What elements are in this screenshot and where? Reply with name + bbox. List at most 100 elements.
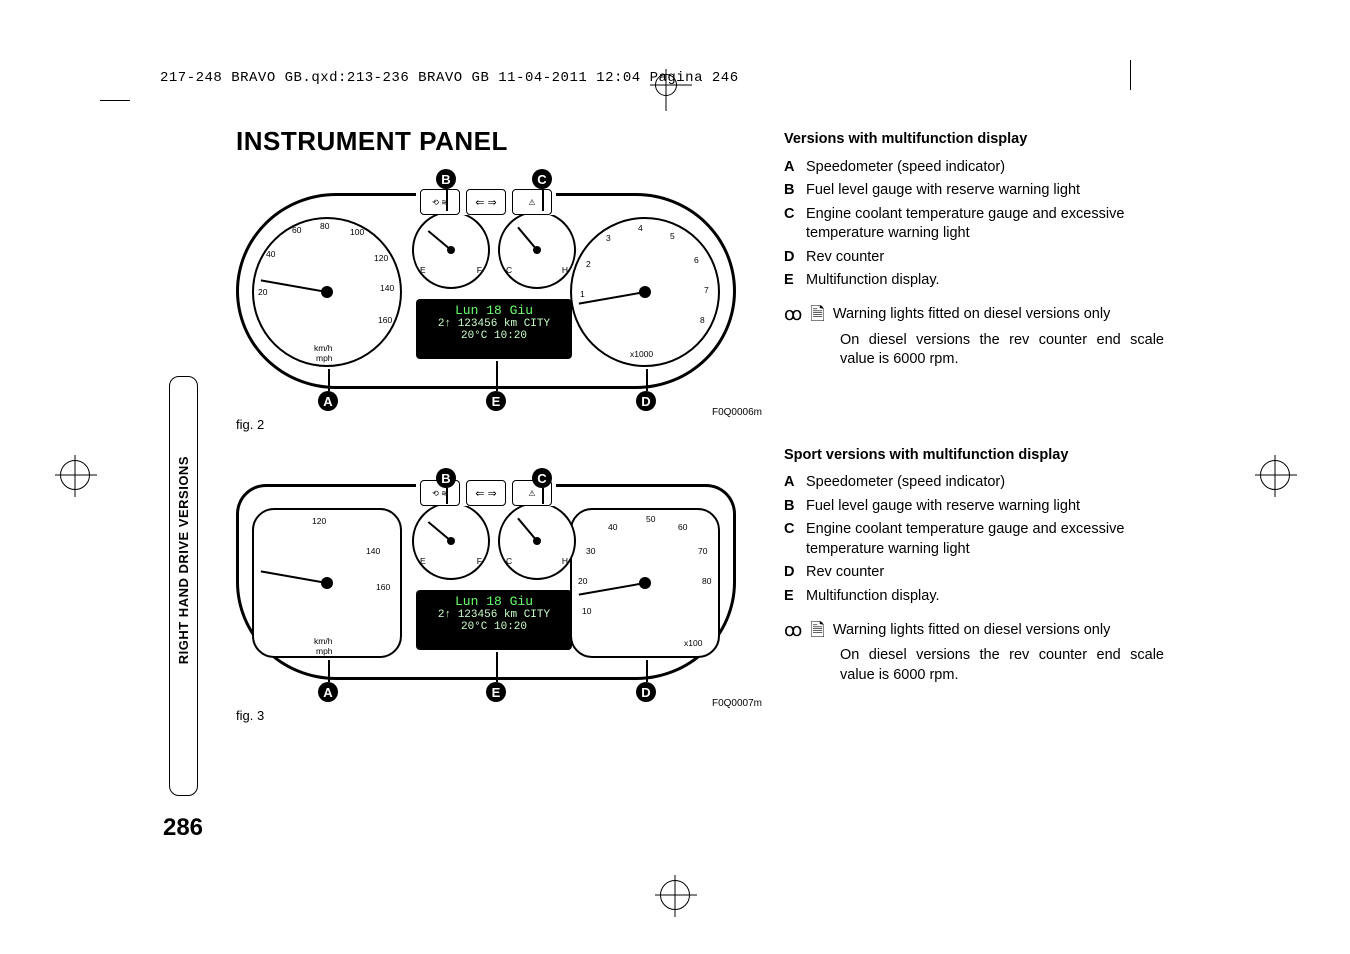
temp-gauge: C H <box>498 211 576 289</box>
definition-value: Multifunction display. <box>806 271 1164 291</box>
definition-key: E <box>784 271 806 291</box>
tick: 140 <box>380 283 394 293</box>
label: H <box>562 556 568 566</box>
right-column: Versions with multifunction display ASpe… <box>784 126 1164 842</box>
water-in-fuel-icon: 🗎 <box>810 305 824 323</box>
indicator-right: ⚠ <box>512 189 552 215</box>
registration-mark <box>60 460 90 490</box>
figure-2: 60 80 100 40 120 20 140 160 km/h mph <box>236 171 756 432</box>
multifunction-display: Lun 18 Giu 2↑ 123456 km CITY 20°C 10:20 <box>416 590 572 650</box>
definition-key: B <box>784 497 806 517</box>
label: F <box>477 265 482 275</box>
tick: 100 <box>350 227 364 237</box>
indicator-turn <box>466 480 506 506</box>
glowplug-icon: ꝏ <box>784 305 802 323</box>
label: H <box>562 265 568 275</box>
definition-value: Speedometer (speed indicator) <box>806 473 1164 493</box>
side-label: RIGHT HAND DRIVE VERSIONS <box>176 456 191 664</box>
tick: 160 <box>378 315 392 325</box>
tick: 8 <box>700 315 705 325</box>
water-in-fuel-icon: 🗎 <box>810 621 824 639</box>
definition-value: Rev counter <box>806 563 1164 583</box>
tick: 20 <box>258 287 267 297</box>
unit: km/h <box>314 636 332 646</box>
fuel-gauge: E F <box>412 502 490 580</box>
definition-value: Multifunction display. <box>806 587 1164 607</box>
mfd-line: 20°C 10:20 <box>416 621 572 633</box>
unit: mph <box>316 353 333 363</box>
page: 217-248 BRAVO GB.qxd:213-236 BRAVO GB 11… <box>160 70 1170 850</box>
note-subtext: On diesel versions the rev counter end s… <box>840 331 1164 370</box>
registration-mark <box>660 880 690 910</box>
section-heading: Versions with multifunction display <box>784 130 1164 150</box>
definition-list-1: ASpeedometer (speed indicator) BFuel leve… <box>784 158 1164 291</box>
mfd-line: Lun 18 Giu <box>416 594 572 609</box>
diesel-note: ꝏ 🗎 Warning lights fitted on diesel vers… <box>784 621 1164 641</box>
mfd-line: Lun 18 Giu <box>416 303 572 318</box>
tick: 140 <box>366 546 380 556</box>
side-tab-box: RIGHT HAND DRIVE VERSIONS <box>169 376 198 796</box>
tick: 3 <box>606 233 611 243</box>
tick: 20 <box>578 576 587 586</box>
note-text: Warning lights fitted on diesel versions… <box>833 305 1164 325</box>
definition-key: D <box>784 248 806 268</box>
unit: km/h <box>314 343 332 353</box>
definition-value: Fuel level gauge with reserve warning li… <box>806 181 1164 201</box>
callout-b: B <box>436 468 456 488</box>
definition-row: EMultifunction display. <box>784 271 1164 291</box>
definition-row: CEngine coolant temperature gauge and ex… <box>784 520 1164 559</box>
temp-gauge: C H <box>498 502 576 580</box>
label: F <box>477 556 482 566</box>
label: E <box>420 556 426 566</box>
tick: 6 <box>694 255 699 265</box>
instrument-cluster-standard: 60 80 100 40 120 20 140 160 km/h mph <box>236 171 736 411</box>
definition-row: BFuel level gauge with reserve warning l… <box>784 181 1164 201</box>
definition-key: A <box>784 473 806 493</box>
tick: 80 <box>702 576 711 586</box>
definition-value: Engine coolant temperature gauge and exc… <box>806 205 1164 244</box>
label: C <box>506 556 512 566</box>
speedometer-gauge: 60 80 100 40 120 20 140 160 km/h mph <box>252 217 402 367</box>
side-tab: RIGHT HAND DRIVE VERSIONS 286 <box>160 126 206 842</box>
definition-row: DRev counter <box>784 248 1164 268</box>
definition-key: D <box>784 563 806 583</box>
tick: 80 <box>320 221 329 231</box>
tachometer-gauge: 10 20 30 40 50 60 70 80 x100 <box>570 508 720 658</box>
tick: 5 <box>670 231 675 241</box>
diesel-note: ꝏ 🗎 Warning lights fitted on diesel vers… <box>784 305 1164 325</box>
callout-d: D <box>636 682 656 702</box>
left-column: INSTRUMENT PANEL 60 80 100 40 <box>236 126 756 842</box>
glowplug-icon: ꝏ <box>784 621 802 639</box>
tick: 7 <box>704 285 709 295</box>
definition-key: E <box>784 587 806 607</box>
registration-mark <box>1260 460 1290 490</box>
definition-key: C <box>784 520 806 559</box>
content: RIGHT HAND DRIVE VERSIONS 286 INSTRUMENT… <box>160 126 1170 842</box>
unit: x1000 <box>630 349 653 359</box>
indicator-row: ⟲ ≋ ⚠ <box>416 189 556 215</box>
callout-a: A <box>318 391 338 411</box>
page-number: 286 <box>163 814 203 842</box>
speedometer-gauge: 120 140 160 km/h mph <box>252 508 402 658</box>
definition-row: ASpeedometer (speed indicator) <box>784 473 1164 493</box>
definition-row: CEngine coolant temperature gauge and ex… <box>784 205 1164 244</box>
tick: 4 <box>638 223 643 233</box>
definition-row: ASpeedometer (speed indicator) <box>784 158 1164 178</box>
unit: x100 <box>684 638 702 648</box>
definition-key: C <box>784 205 806 244</box>
figure-caption: fig. 3 <box>236 708 756 723</box>
callout-c: C <box>532 468 552 488</box>
definition-value: Fuel level gauge with reserve warning li… <box>806 497 1164 517</box>
section-heading: Sport versions with multifunction displa… <box>784 446 1164 466</box>
tick: 120 <box>374 253 388 263</box>
definition-list-2: ASpeedometer (speed indicator)BFuel leve… <box>784 473 1164 606</box>
figure-caption: fig. 2 <box>236 417 756 432</box>
tick: 160 <box>376 582 390 592</box>
note-text: Warning lights fitted on diesel versions… <box>833 621 1164 641</box>
tick: 1 <box>580 289 585 299</box>
multifunction-display: Lun 18 Giu 2↑ 123456 km CITY 20°C 10:20 <box>416 299 572 359</box>
tick: 120 <box>312 516 326 526</box>
tick: 40 <box>608 522 617 532</box>
page-title: INSTRUMENT PANEL <box>236 126 756 157</box>
mfd-line: 20°C 10:20 <box>416 330 572 342</box>
